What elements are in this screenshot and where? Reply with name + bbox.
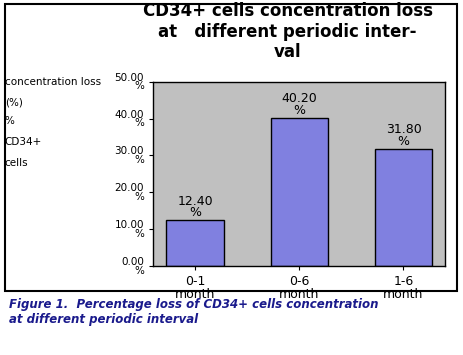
Text: 40.20
%: 40.20 % bbox=[281, 92, 317, 117]
Text: Figure 1.  Percentage loss of CD34+ cells concentration
at different periodic in: Figure 1. Percentage loss of CD34+ cells… bbox=[9, 298, 378, 326]
Text: CD34+ cells concentration loss
at   different periodic inter-
val: CD34+ cells concentration loss at differ… bbox=[142, 2, 432, 61]
Text: 12.40
%: 12.40 % bbox=[177, 195, 213, 219]
Bar bbox=[374, 149, 431, 266]
Text: CD34+: CD34+ bbox=[5, 137, 42, 147]
Text: (%): (%) bbox=[5, 98, 23, 108]
Bar bbox=[166, 220, 223, 266]
Text: cells: cells bbox=[5, 158, 28, 168]
Bar bbox=[270, 118, 327, 266]
Text: concentration loss: concentration loss bbox=[5, 77, 100, 87]
Text: %: % bbox=[5, 116, 14, 126]
Text: 31.80
%: 31.80 % bbox=[385, 123, 420, 148]
